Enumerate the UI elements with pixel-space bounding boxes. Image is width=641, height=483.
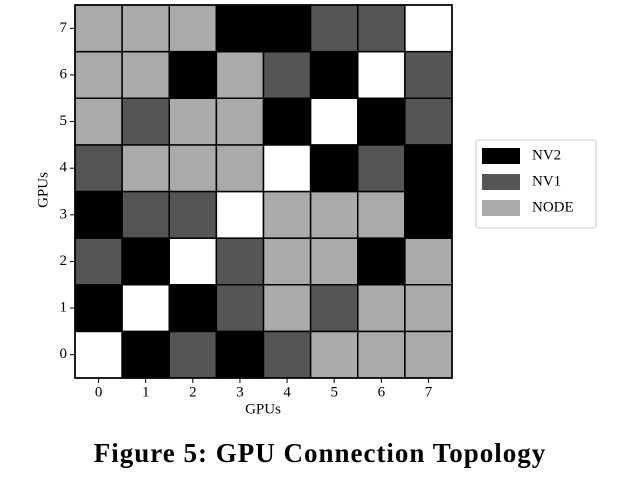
heatmap-cell — [262, 330, 312, 379]
heatmap-cell — [74, 50, 123, 99]
legend-swatch — [482, 174, 520, 190]
heatmap-cell — [309, 144, 359, 193]
heatmap-cell — [404, 144, 453, 193]
heatmap-cell — [309, 330, 359, 379]
y-tick-label: 0 — [60, 346, 68, 362]
heatmap-cell — [404, 4, 453, 53]
heatmap-cell — [309, 190, 359, 239]
heatmap-cell — [121, 50, 170, 99]
caption: Figure 5: GPU Connection Topology — [94, 438, 547, 468]
heatmap-cell — [74, 237, 123, 286]
y-tick-label: 4 — [60, 160, 68, 176]
heatmap-cell — [404, 284, 453, 333]
legend-swatch — [482, 200, 520, 216]
heatmap-cell — [74, 284, 123, 333]
heatmap-cell — [215, 237, 265, 286]
x-tick-label: 5 — [330, 384, 338, 400]
heatmap-cell — [215, 97, 265, 146]
heatmap-cell — [121, 4, 170, 53]
heatmap-cell — [121, 237, 170, 286]
heatmap-cell — [262, 284, 312, 333]
heatmap-cell — [215, 190, 265, 239]
heatmap-cell — [262, 50, 312, 99]
heatmap-cell — [262, 237, 312, 286]
legend-label: NV1 — [532, 173, 561, 189]
heatmap-cell — [121, 284, 170, 333]
x-tick-label: 1 — [142, 384, 150, 400]
heatmap-cell — [357, 50, 406, 99]
heatmap-cell — [309, 284, 359, 333]
y-tick-label: 3 — [60, 206, 68, 222]
heatmap-cell — [309, 97, 359, 146]
heatmap-cell — [404, 237, 453, 286]
heatmap-cell — [357, 4, 406, 53]
y-tick-label: 2 — [60, 253, 68, 269]
legend-label: NODE — [532, 199, 574, 215]
x-axis-label: GPUs — [245, 401, 281, 417]
x-tick-label: 0 — [95, 384, 103, 400]
x-tick-label: 2 — [189, 384, 197, 400]
heatmap-cell — [74, 144, 123, 193]
heatmap-cell — [168, 330, 218, 379]
x-tick-label: 6 — [378, 384, 386, 400]
heatmap-cell — [168, 97, 218, 146]
heatmap-cell — [168, 144, 218, 193]
heatmap-cell — [74, 330, 123, 379]
heatmap-cell — [404, 50, 453, 99]
heatmap-cell — [74, 4, 123, 53]
legend-label: NV2 — [532, 147, 561, 163]
x-tick-label: 4 — [283, 384, 291, 400]
heatmap-cell — [262, 190, 312, 239]
heatmap-cell — [168, 4, 218, 53]
heatmap-cell — [74, 190, 123, 239]
heatmap-cell — [404, 190, 453, 239]
heatmap-cell — [215, 4, 265, 53]
heatmap-cell — [168, 284, 218, 333]
x-tick-label: 3 — [236, 384, 244, 400]
heatmap-cell — [309, 4, 359, 53]
heatmap-cell — [74, 97, 123, 146]
y-tick-label: 6 — [60, 66, 68, 82]
plot-frame — [74, 4, 453, 379]
y-tick-label: 1 — [60, 300, 68, 316]
heatmap-cell — [357, 190, 406, 239]
heatmap-cell — [168, 237, 218, 286]
heatmap-cell — [309, 50, 359, 99]
heatmap-cell — [357, 144, 406, 193]
heatmap-cell — [215, 284, 265, 333]
heatmap-cell — [121, 330, 170, 379]
heatmap-cell — [309, 237, 359, 286]
heatmap-cell — [168, 50, 218, 99]
y-tick-label: 5 — [60, 113, 68, 129]
heatmap-cell — [262, 97, 312, 146]
heatmap-cell — [262, 144, 312, 193]
heatmap-cell — [168, 190, 218, 239]
heatmap-cell — [357, 97, 406, 146]
y-tick-label: 7 — [60, 20, 68, 36]
heatmap-cell — [121, 190, 170, 239]
heatmap-cell — [262, 4, 312, 53]
heatmap-cell — [215, 144, 265, 193]
x-tick-label: 7 — [425, 384, 433, 400]
heatmap-cell — [357, 237, 406, 286]
heatmap-cell — [357, 330, 406, 379]
heatmap-cell — [215, 50, 265, 99]
heatmap-cell — [121, 97, 170, 146]
heatmap-cell — [215, 330, 265, 379]
y-axis-label: GPUs — [35, 172, 51, 208]
heatmap-cell — [404, 97, 453, 146]
heatmap-cell — [404, 330, 453, 379]
heatmap-cell — [357, 284, 406, 333]
legend-swatch — [482, 148, 520, 164]
heatmap-cell — [121, 144, 170, 193]
